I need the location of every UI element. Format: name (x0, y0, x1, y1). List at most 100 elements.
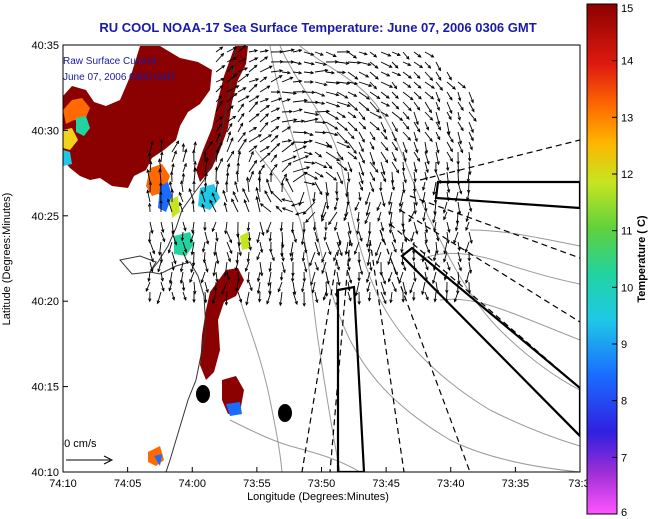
current-vector (149, 251, 154, 262)
colorbar-tick-label: 14 (621, 56, 633, 68)
current-vector-head (467, 257, 471, 262)
current-vector (323, 291, 327, 301)
current-vector (168, 241, 173, 253)
current-vector (325, 161, 333, 169)
current-vector (247, 251, 250, 262)
current-vector (413, 271, 416, 282)
current-vector-head (250, 170, 254, 175)
current-vector-head (448, 76, 452, 81)
current-vector (215, 65, 225, 73)
current-vector (270, 107, 280, 113)
current-vector (391, 81, 397, 89)
current-vector (457, 121, 464, 131)
current-vector (248, 127, 257, 133)
current-vector (292, 120, 305, 123)
current-vector-head (204, 172, 208, 177)
current-vector-head (353, 251, 358, 255)
current-vector (402, 71, 412, 79)
current-vector-head (374, 65, 379, 69)
current-vector-head (242, 131, 246, 136)
current-vector-head (171, 266, 175, 272)
current-vector (231, 198, 239, 213)
current-vector-head (409, 96, 414, 101)
current-vector-head (365, 74, 370, 78)
current-vector (336, 141, 350, 148)
current-vector-head (436, 149, 440, 154)
current-vector (157, 261, 162, 272)
current-vector (212, 291, 217, 304)
current-vector (281, 251, 284, 261)
current-vector-head (268, 134, 273, 138)
current-vector (336, 91, 348, 99)
current-vector (369, 171, 375, 181)
current-vector-head (413, 210, 417, 215)
current-vector-head (310, 71, 315, 75)
current-vector (358, 51, 368, 55)
current-vector-head (240, 112, 245, 117)
current-vector-head (147, 278, 151, 283)
colorbar-tick-label: 11 (621, 226, 632, 238)
current-vector (391, 61, 399, 69)
current-vector (314, 51, 324, 56)
current-vector (182, 149, 187, 163)
current-vector-head (352, 114, 357, 119)
current-vector-head (460, 149, 464, 154)
current-vector-head (192, 149, 196, 154)
current-vector (468, 91, 474, 103)
current-vector (468, 151, 471, 161)
current-vector (347, 91, 357, 97)
current-vector-head (337, 282, 341, 287)
current-vector (292, 291, 298, 305)
current-vector (457, 261, 462, 271)
current-vector-head (205, 240, 210, 245)
current-vector (325, 81, 339, 84)
current-vector (280, 271, 283, 281)
current-vector-head (244, 67, 249, 71)
current-vector (215, 85, 223, 93)
current-vector-head (371, 161, 376, 166)
current-vector (160, 152, 163, 163)
current-vector (149, 261, 153, 272)
current-vector (270, 117, 280, 123)
current-vector-head (173, 150, 177, 155)
current-vector (237, 291, 242, 303)
current-vector (237, 271, 240, 282)
current-vector (402, 81, 411, 88)
current-vector-head (360, 180, 364, 185)
current-vector-head (402, 229, 406, 234)
current-vector (398, 271, 404, 284)
current-vector (182, 281, 185, 291)
current-vector-head (205, 268, 209, 273)
current-vector (248, 231, 251, 241)
current-vector (446, 151, 453, 162)
current-vector-head (256, 256, 260, 261)
colorbar-tick-label: 13 (621, 112, 633, 124)
current-vector-head (302, 145, 307, 149)
current-vector-head (159, 190, 163, 195)
current-vector-head (246, 258, 250, 263)
current-vector-head (400, 249, 404, 254)
current-vector-head (356, 230, 360, 235)
current-vector-head (227, 258, 232, 263)
current-vector (257, 281, 261, 294)
current-vector (259, 152, 271, 163)
current-vector (325, 241, 332, 255)
current-vector (248, 160, 257, 173)
current-vector-head (395, 105, 400, 110)
current-vector-head (449, 158, 453, 163)
current-vector (336, 241, 343, 256)
current-vector (321, 211, 327, 222)
current-vector-head (412, 297, 416, 302)
colorbar-label: Temperature ( C) (636, 215, 648, 303)
current-vector-head (183, 162, 187, 167)
current-vector-head (458, 190, 463, 195)
current-vector-head (234, 180, 238, 185)
current-vector-head (269, 171, 273, 176)
current-vector-head (407, 137, 412, 141)
current-vector-head (148, 180, 153, 185)
current-vector-head (365, 201, 369, 206)
current-vector-head (200, 189, 204, 194)
current-vector (402, 281, 407, 295)
current-vector (424, 161, 429, 173)
current-vector (468, 181, 470, 193)
